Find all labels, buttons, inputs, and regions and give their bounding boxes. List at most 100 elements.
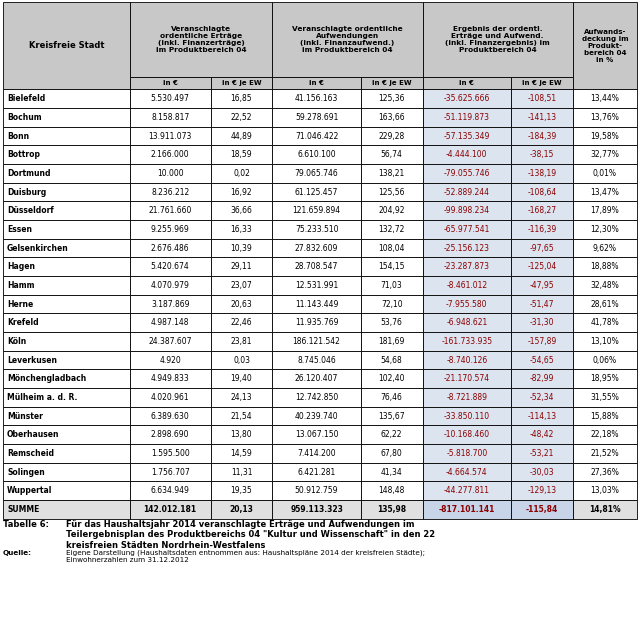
- Bar: [573, 295, 637, 313]
- Bar: [273, 146, 361, 164]
- Text: -21.170.574: -21.170.574: [444, 374, 490, 384]
- Text: 148,48: 148,48: [378, 486, 405, 496]
- Bar: [130, 220, 211, 239]
- Text: 28.708.547: 28.708.547: [295, 262, 339, 272]
- Bar: [273, 313, 361, 332]
- Text: 8.236.212: 8.236.212: [151, 187, 189, 197]
- Text: -52.889.244: -52.889.244: [444, 187, 490, 197]
- Text: 6.634.949: 6.634.949: [151, 486, 189, 496]
- Bar: [573, 258, 637, 276]
- Bar: [511, 313, 573, 332]
- Bar: [3, 407, 130, 425]
- Text: 11.143.449: 11.143.449: [295, 299, 339, 309]
- Bar: [361, 276, 422, 295]
- Text: 13.911.073: 13.911.073: [148, 132, 192, 141]
- Bar: [3, 146, 130, 164]
- Bar: [573, 164, 637, 183]
- Bar: [273, 89, 361, 108]
- Text: 16,33: 16,33: [230, 225, 252, 234]
- Bar: [3, 2, 130, 89]
- Bar: [511, 444, 573, 463]
- Text: 24,13: 24,13: [230, 393, 252, 402]
- Text: 1.756.707: 1.756.707: [151, 468, 189, 477]
- Text: 13,10%: 13,10%: [591, 337, 620, 346]
- Text: 19,40: 19,40: [230, 374, 252, 384]
- Bar: [3, 332, 130, 351]
- Text: 9.255.969: 9.255.969: [151, 225, 189, 234]
- Text: Köln: Köln: [7, 337, 26, 346]
- Bar: [511, 108, 573, 127]
- Text: 121.659.894: 121.659.894: [292, 206, 340, 215]
- Text: 13,03%: 13,03%: [591, 486, 620, 496]
- Text: Bottrop: Bottrop: [7, 150, 40, 160]
- Bar: [211, 463, 273, 482]
- Text: -108,51: -108,51: [527, 94, 556, 103]
- Bar: [361, 258, 422, 276]
- Text: 24.387.607: 24.387.607: [148, 337, 192, 346]
- Text: 23,07: 23,07: [230, 281, 252, 290]
- Text: -10.168.460: -10.168.460: [444, 430, 490, 439]
- Bar: [3, 313, 130, 332]
- Bar: [130, 444, 211, 463]
- Bar: [511, 482, 573, 500]
- Text: Bochum: Bochum: [7, 113, 42, 122]
- Text: 18,59: 18,59: [230, 150, 252, 160]
- Bar: [3, 108, 130, 127]
- Bar: [511, 239, 573, 258]
- Bar: [573, 239, 637, 258]
- Text: 21.761.660: 21.761.660: [148, 206, 192, 215]
- Bar: [422, 370, 511, 388]
- Bar: [211, 500, 273, 519]
- Bar: [130, 127, 211, 146]
- Bar: [361, 444, 422, 463]
- Bar: [130, 425, 211, 444]
- Text: -47,95: -47,95: [529, 281, 554, 290]
- Bar: [130, 183, 211, 201]
- Text: 19,35: 19,35: [230, 486, 252, 496]
- Text: Quelle:: Quelle:: [3, 550, 32, 556]
- Bar: [422, 239, 511, 258]
- Text: -5.818.700: -5.818.700: [446, 449, 488, 458]
- Bar: [422, 258, 511, 276]
- Bar: [573, 500, 637, 519]
- Text: -6.948.621: -6.948.621: [446, 318, 488, 327]
- Text: 163,66: 163,66: [378, 113, 405, 122]
- Text: 75.233.510: 75.233.510: [295, 225, 339, 234]
- Text: 135,67: 135,67: [378, 411, 405, 421]
- Bar: [3, 239, 130, 258]
- Bar: [130, 482, 211, 500]
- Text: 31,55%: 31,55%: [591, 393, 620, 402]
- Bar: [273, 201, 361, 220]
- Text: Remscheid: Remscheid: [7, 449, 54, 458]
- Text: 154,15: 154,15: [378, 262, 405, 272]
- Text: 10.000: 10.000: [157, 169, 184, 178]
- Text: -53,21: -53,21: [530, 449, 554, 458]
- Text: 229,28: 229,28: [379, 132, 405, 141]
- Bar: [211, 164, 273, 183]
- Bar: [573, 388, 637, 407]
- Bar: [422, 332, 511, 351]
- Bar: [422, 482, 511, 500]
- Text: 29,11: 29,11: [231, 262, 252, 272]
- Text: 61.125.457: 61.125.457: [295, 187, 339, 197]
- Bar: [130, 146, 211, 164]
- Text: -30,03: -30,03: [529, 468, 554, 477]
- Text: 125,56: 125,56: [378, 187, 405, 197]
- Bar: [273, 500, 361, 519]
- Text: -8.740.126: -8.740.126: [446, 356, 488, 365]
- Bar: [130, 332, 211, 351]
- Text: 76,46: 76,46: [381, 393, 403, 402]
- Text: Wuppertal: Wuppertal: [7, 486, 52, 496]
- Bar: [361, 407, 422, 425]
- Text: in € je EW: in € je EW: [372, 80, 412, 86]
- Bar: [211, 444, 273, 463]
- Bar: [3, 351, 130, 370]
- Bar: [422, 2, 573, 77]
- Bar: [422, 220, 511, 239]
- Text: Veranschlagte
ordentliche Erträge
(inkl. Finanzerträge)
im Produktbereich 04: Veranschlagte ordentliche Erträge (inkl.…: [156, 26, 246, 53]
- Text: Mönchengladbach: Mönchengladbach: [7, 374, 86, 384]
- Text: -97,65: -97,65: [529, 244, 554, 253]
- Text: 1.595.500: 1.595.500: [151, 449, 189, 458]
- Text: 19,58%: 19,58%: [591, 132, 620, 141]
- Bar: [573, 183, 637, 201]
